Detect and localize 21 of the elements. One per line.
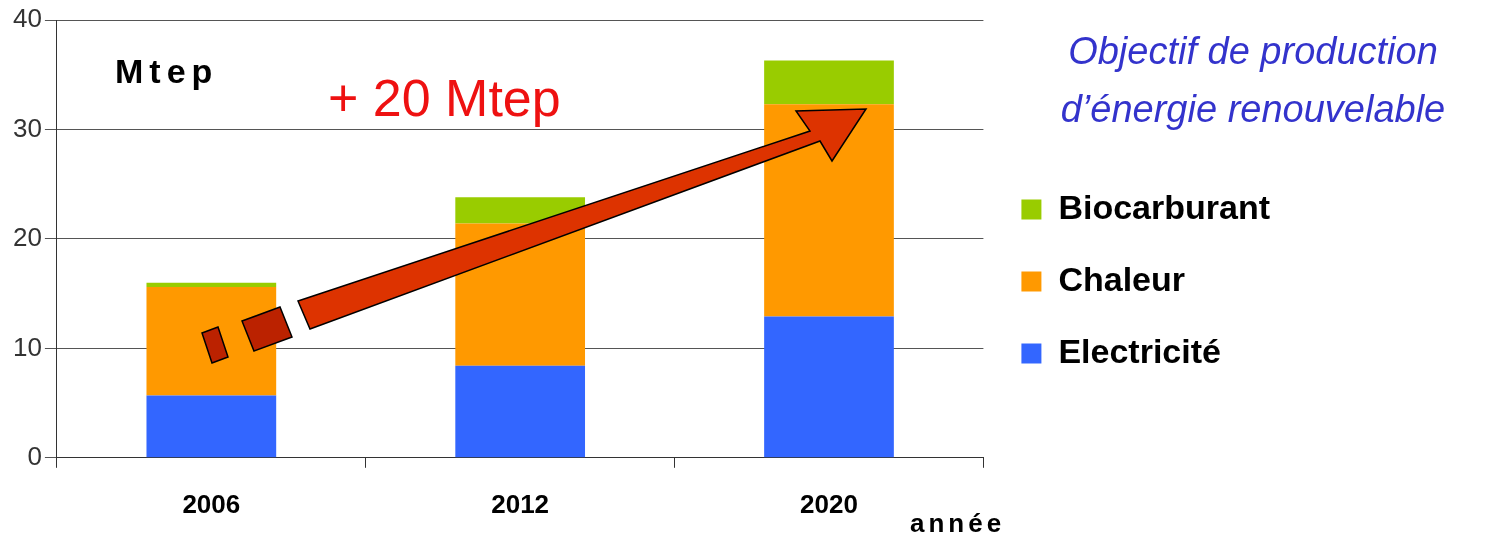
bar xyxy=(455,365,586,458)
bar xyxy=(764,316,894,458)
legend-label: Electricité xyxy=(1058,331,1221,370)
x-tick-label: 2006 xyxy=(182,488,241,519)
bar xyxy=(764,60,894,105)
y-axis-title: Mtep xyxy=(115,52,219,91)
y-tick-label: 30 xyxy=(13,112,42,143)
x-tick-label: 2020 xyxy=(800,488,858,519)
y-tick-label: 10 xyxy=(13,331,42,362)
bar xyxy=(146,395,277,458)
y-tick-label: 0 xyxy=(27,440,42,471)
bar xyxy=(764,104,894,317)
y-tick-label: 40 xyxy=(13,3,42,34)
legend-label: Chaleur xyxy=(1058,259,1186,298)
annotation: + 20 Mtep xyxy=(328,68,561,128)
text: Objectif de production d’énergie renouvelable xyxy=(1059,29,1447,132)
y-tick-label: 20 xyxy=(13,222,42,253)
x-tick-label: 2012 xyxy=(491,488,550,519)
bar xyxy=(146,282,277,288)
legend-label: Biocarburant xyxy=(1058,187,1271,226)
x-axis-title: année xyxy=(910,508,1006,539)
